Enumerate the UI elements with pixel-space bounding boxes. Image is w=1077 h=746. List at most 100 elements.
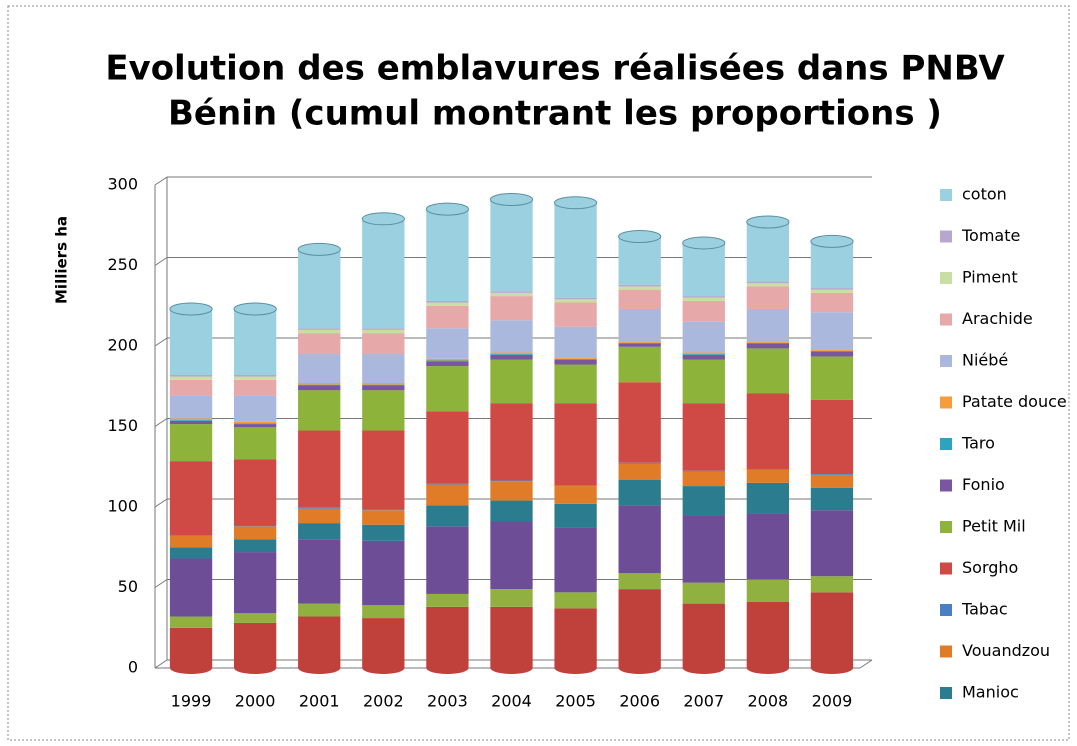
bar-segment <box>490 589 533 607</box>
bar-top <box>169 302 213 316</box>
bar-segment <box>490 521 533 590</box>
bar-segment <box>618 286 661 290</box>
bar-segment <box>426 526 469 594</box>
bar-segment <box>426 361 469 367</box>
bar-segment <box>490 354 533 360</box>
bar-top <box>425 202 470 216</box>
bar-segment <box>618 236 661 285</box>
bar-top <box>489 192 534 206</box>
bar-segment <box>746 469 790 470</box>
bar-segment <box>618 343 661 347</box>
legend-swatch <box>940 272 952 284</box>
bar-segment <box>426 484 469 506</box>
legend-swatch <box>940 189 952 201</box>
legend-swatch <box>940 355 952 367</box>
bar-segment <box>169 395 213 419</box>
bar-segment <box>682 354 725 355</box>
x-tick-label: 2003 <box>427 692 468 711</box>
bar-top <box>810 234 854 248</box>
bar-segment <box>169 547 213 559</box>
bar-segment <box>810 288 854 290</box>
bar-segment <box>746 342 790 344</box>
bar-segment <box>554 358 597 360</box>
bar-segment <box>746 222 790 282</box>
bar-segment <box>298 249 341 329</box>
legend-swatch <box>940 562 952 575</box>
y-tick-label: 250 <box>107 255 138 274</box>
legend-label: Niébé <box>962 351 1008 370</box>
bar-segment <box>362 390 405 431</box>
bar-top <box>682 236 726 250</box>
bar-segment <box>810 241 854 289</box>
bar-segment <box>426 305 469 329</box>
legend-swatch <box>940 645 952 658</box>
bar-segment <box>810 592 854 668</box>
bar-segment <box>810 399 854 474</box>
y-tick-label: 100 <box>107 497 138 516</box>
legend-label: Sorgho <box>962 558 1018 577</box>
bar-segment <box>362 384 405 386</box>
bar-segment <box>233 459 277 526</box>
bar-segment <box>169 376 213 380</box>
bar-segment <box>810 356 854 400</box>
bar-segment <box>810 351 854 357</box>
grid-line-depth <box>154 337 168 347</box>
bar-segment <box>169 424 213 462</box>
bar-segment <box>682 582 725 604</box>
bar-segment <box>618 479 661 506</box>
bar-segment <box>490 320 533 353</box>
bar-segment <box>746 579 790 602</box>
bar-segment <box>810 474 854 488</box>
bar-segment <box>362 524 405 541</box>
bar-segment <box>682 354 725 360</box>
bar-segment <box>426 360 469 362</box>
bar-segment <box>490 480 533 482</box>
bar-segment <box>426 606 469 668</box>
bar-segment <box>810 473 854 475</box>
bar-segment <box>682 403 725 471</box>
bar-segment <box>618 289 661 309</box>
bar-segment <box>618 341 661 343</box>
bar-segment <box>233 376 277 380</box>
bar-segment <box>233 525 277 527</box>
bar-segment <box>682 242 725 297</box>
bar-segment <box>298 384 341 386</box>
x-tick-label: 2009 <box>812 692 853 711</box>
y-tick-label: 50 <box>118 577 138 596</box>
bar-segment <box>426 366 469 412</box>
bar-segment <box>169 535 213 536</box>
bar-segment <box>362 510 405 525</box>
bar-segment <box>682 359 725 404</box>
bar-segment <box>233 427 277 460</box>
bar-segment <box>746 393 790 470</box>
bar-segment <box>810 292 854 313</box>
bar-segment <box>426 411 469 484</box>
bar-segment <box>682 321 725 353</box>
bar-segment <box>554 359 597 365</box>
grid-line-depth <box>154 176 168 186</box>
bar-segment <box>746 341 790 343</box>
x-tick-label: 1999 <box>171 692 212 711</box>
bar-segment <box>362 385 405 391</box>
x-tick-label: 2001 <box>299 692 340 711</box>
bar-segment <box>233 423 277 425</box>
bar-segment <box>682 486 725 516</box>
bar-segment <box>490 354 533 355</box>
bar-segment <box>746 308 790 342</box>
bar-segment <box>682 515 725 583</box>
bar-segment <box>554 326 597 358</box>
chart-title: Bénin (cumul montrant les proportions ) <box>168 94 942 134</box>
bar-segment <box>362 354 405 384</box>
bar-segment <box>554 403 597 486</box>
bar-segment <box>618 505 661 574</box>
bar-segment <box>682 296 725 298</box>
bar-segment <box>746 281 790 284</box>
bar-segment <box>233 379 277 396</box>
bar-segment <box>298 507 341 509</box>
bar-segment <box>490 403 533 481</box>
bar-segment <box>169 616 213 628</box>
bar-segment <box>810 312 854 350</box>
bar-segment <box>490 359 533 404</box>
bar-top <box>361 212 405 226</box>
